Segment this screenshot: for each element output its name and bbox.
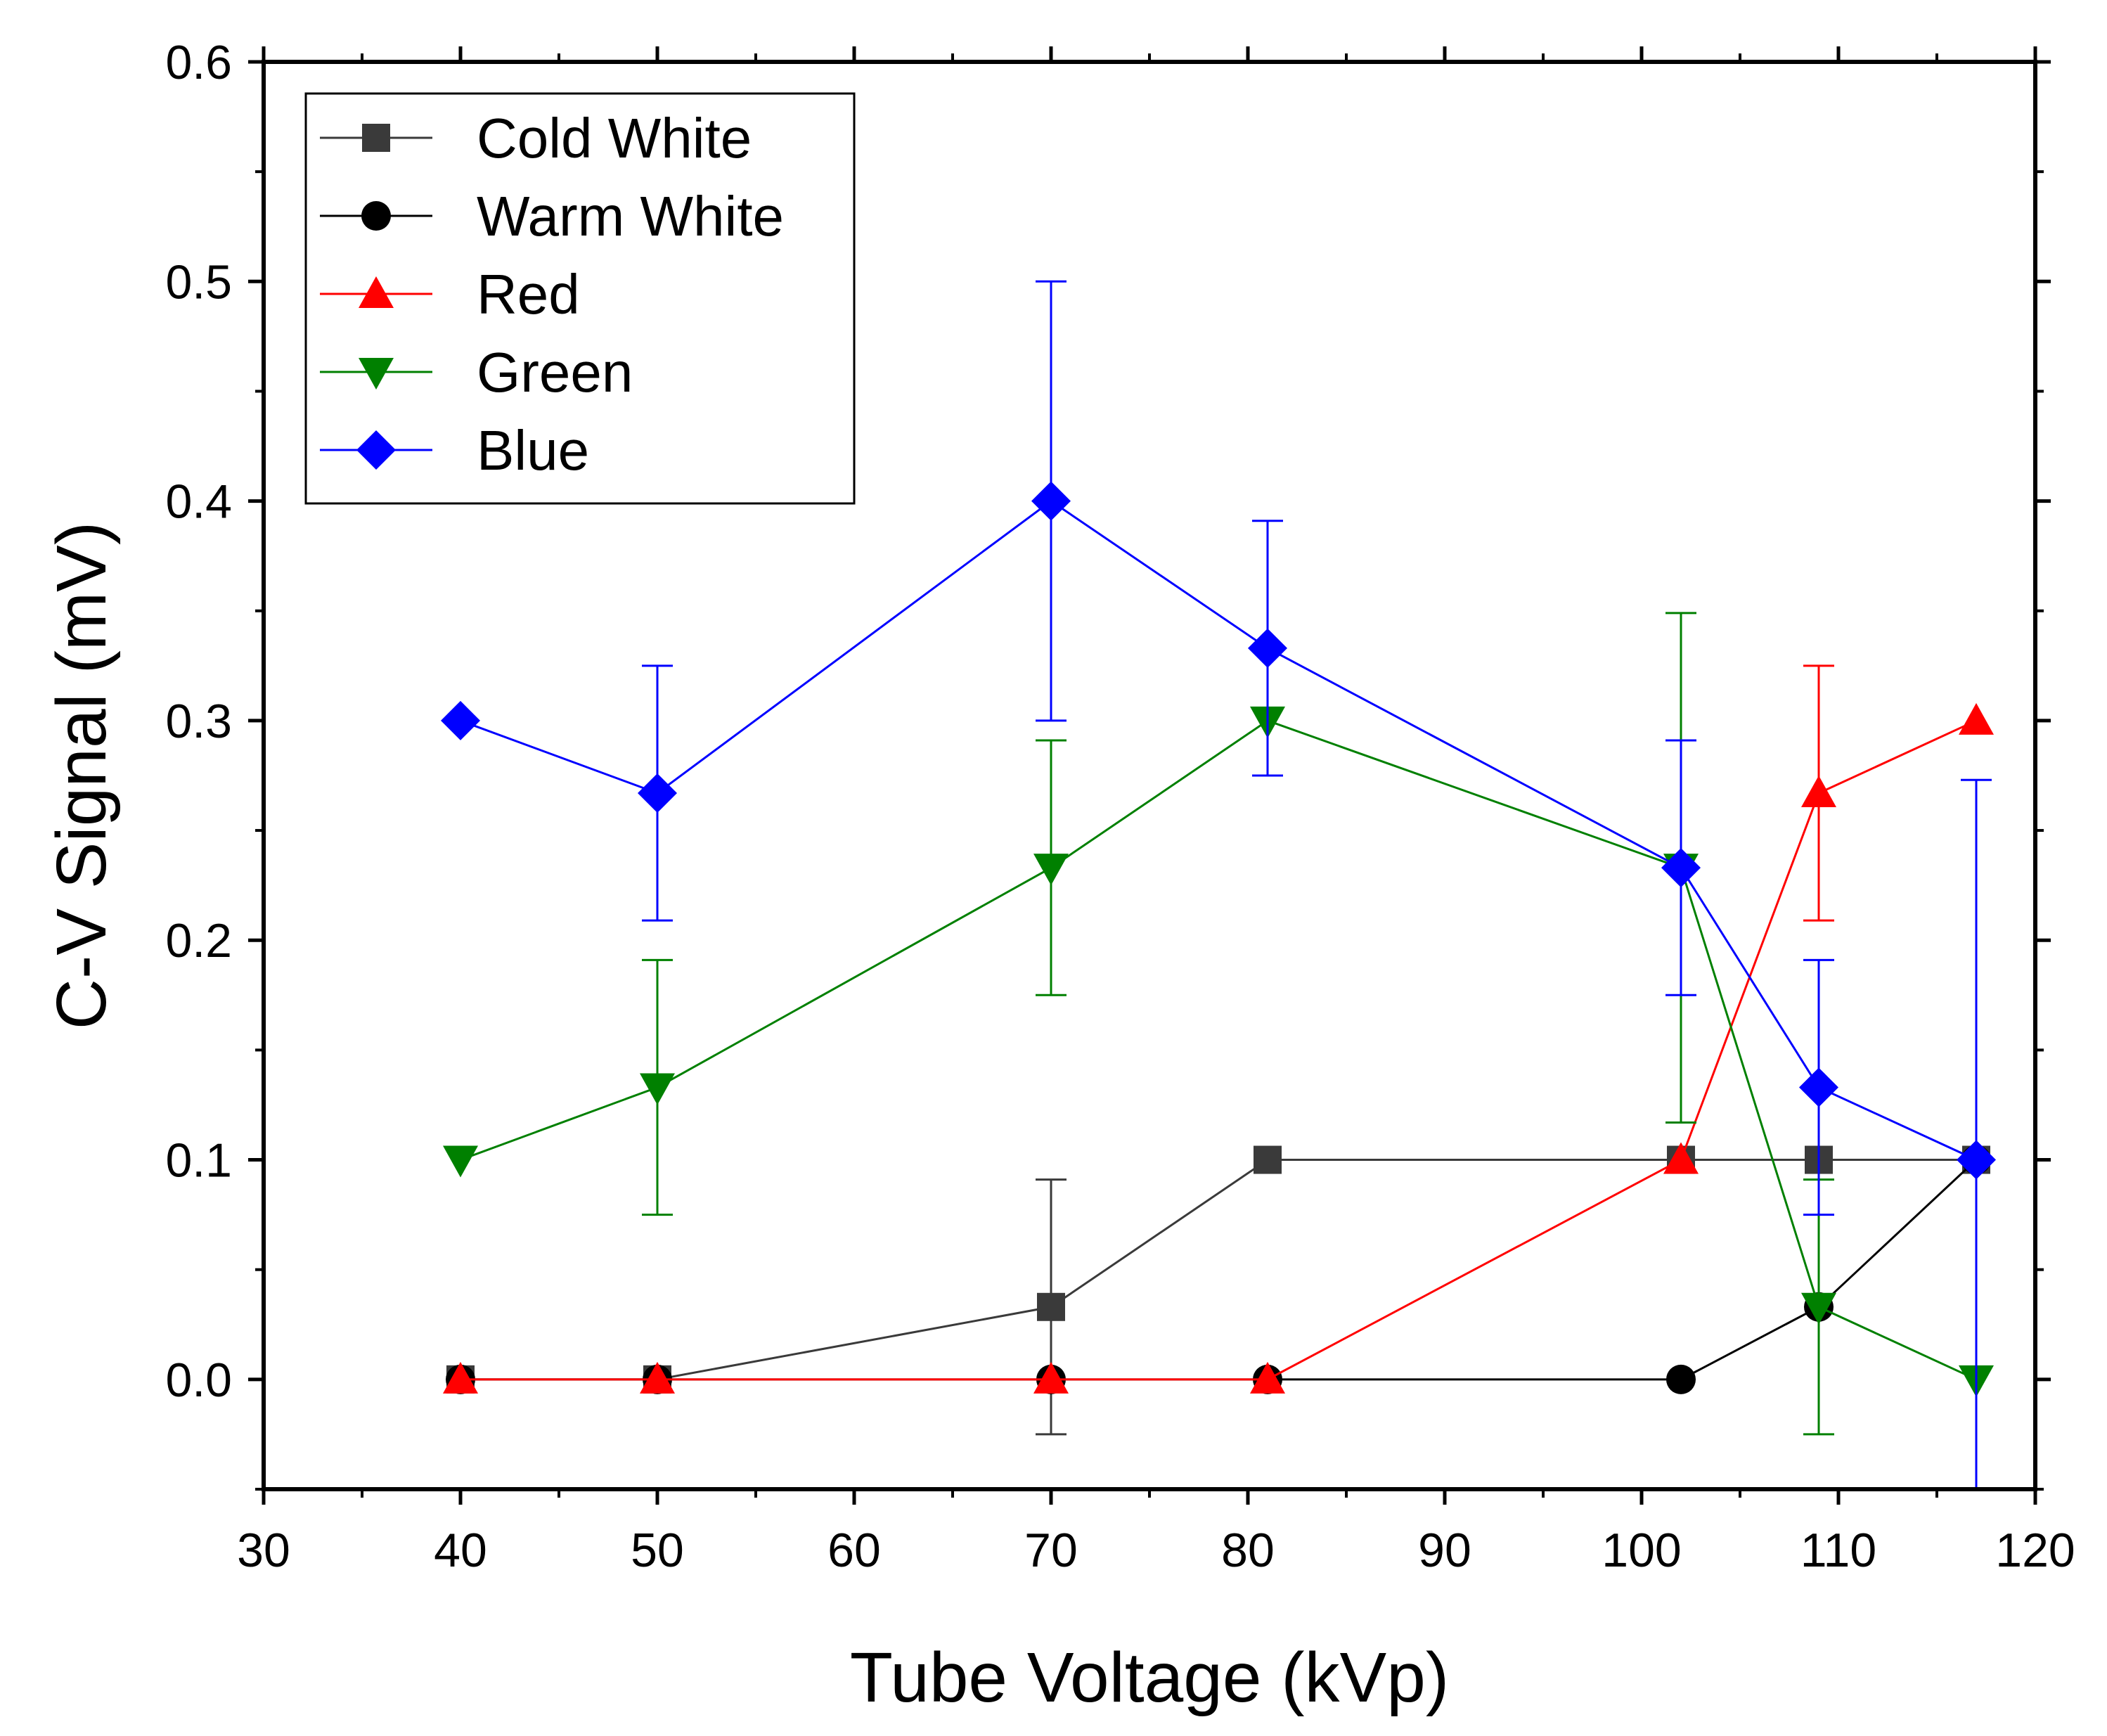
y-tick-label: 0.2 <box>165 914 232 967</box>
data-point-blue <box>1661 848 1701 888</box>
legend-label-blue: Blue <box>477 419 589 482</box>
data-point-cold-white <box>1037 1292 1065 1321</box>
y-tick-label: 0.6 <box>165 36 232 89</box>
data-point-green <box>640 1073 675 1105</box>
data-point-warm-white <box>1666 1364 1696 1394</box>
series-layer <box>441 280 1996 1489</box>
data-point-blue <box>1031 481 1071 521</box>
x-tick-label: 70 <box>1024 1524 1078 1577</box>
legend-item-warm-white: Warm White <box>320 185 784 247</box>
legend-label-green: Green <box>477 341 633 404</box>
x-tick-label: 50 <box>631 1524 684 1577</box>
legend: Cold White Warm White Red Green Blue <box>304 92 856 505</box>
data-point-cold-white <box>1254 1145 1282 1174</box>
x-tick-label: 110 <box>1800 1524 1876 1577</box>
data-point-red <box>443 1361 478 1394</box>
series-blue <box>441 280 1996 1489</box>
legend-marker-red <box>359 276 394 308</box>
y-tick-label: 0.1 <box>165 1134 232 1188</box>
x-tick-label: 60 <box>827 1524 881 1577</box>
x-tick-label: 80 <box>1221 1524 1275 1577</box>
legend-item-cold-white: Cold White <box>320 107 752 169</box>
x-tick-label: 90 <box>1418 1524 1471 1577</box>
data-point-green <box>1033 854 1069 886</box>
data-point-blue <box>1799 1067 1838 1107</box>
data-point-blue <box>441 700 480 740</box>
legend-item-green: Green <box>320 341 633 404</box>
x-tick-label: 100 <box>1602 1524 1681 1577</box>
data-point-red <box>1250 1361 1285 1394</box>
x-axis-title: Tube Voltage (kVp) <box>850 1638 1449 1717</box>
data-point-red <box>640 1361 675 1394</box>
legend-marker-blue <box>356 430 396 470</box>
legend-label-warm-white: Warm White <box>477 185 784 247</box>
y-tick-label: 0.4 <box>165 475 232 529</box>
y-axis-title: C-V Signal (mV) <box>42 522 121 1029</box>
legend-label-cold-white: Cold White <box>477 107 752 169</box>
axes-layer: 30 40 50 60 70 80 90 100 110 120 0.0 0.1 0.2 0.3 0.4 0.… <box>165 36 2075 1577</box>
legend-label-red: Red <box>477 263 580 326</box>
y-tick-label: 0.0 <box>165 1354 232 1407</box>
x-tick-label: 40 <box>434 1524 487 1577</box>
legend-item-blue: Blue <box>320 419 589 482</box>
data-point-green <box>1801 1292 1836 1325</box>
series-red <box>443 664 1994 1394</box>
data-point-green <box>443 1145 478 1178</box>
data-point-blue <box>1957 1140 1996 1180</box>
y-tick-label: 0.3 <box>165 695 232 748</box>
data-point-red <box>1663 1142 1699 1174</box>
legend-marker-cold-white <box>362 124 390 152</box>
x-tick-label: 120 <box>1995 1524 2075 1577</box>
legend-box <box>304 92 856 505</box>
legend-marker-warm-white <box>361 201 391 231</box>
data-point-blue <box>638 773 677 813</box>
legend-marker-green <box>359 358 394 390</box>
data-point-red <box>1959 702 1994 735</box>
data-point-red <box>1801 775 1836 807</box>
y-tick-label: 0.5 <box>165 255 232 309</box>
x-tick-label: 30 <box>237 1524 290 1577</box>
legend-item-red: Red <box>320 263 580 326</box>
data-point-blue <box>1248 628 1287 668</box>
data-point-red <box>1033 1361 1069 1394</box>
